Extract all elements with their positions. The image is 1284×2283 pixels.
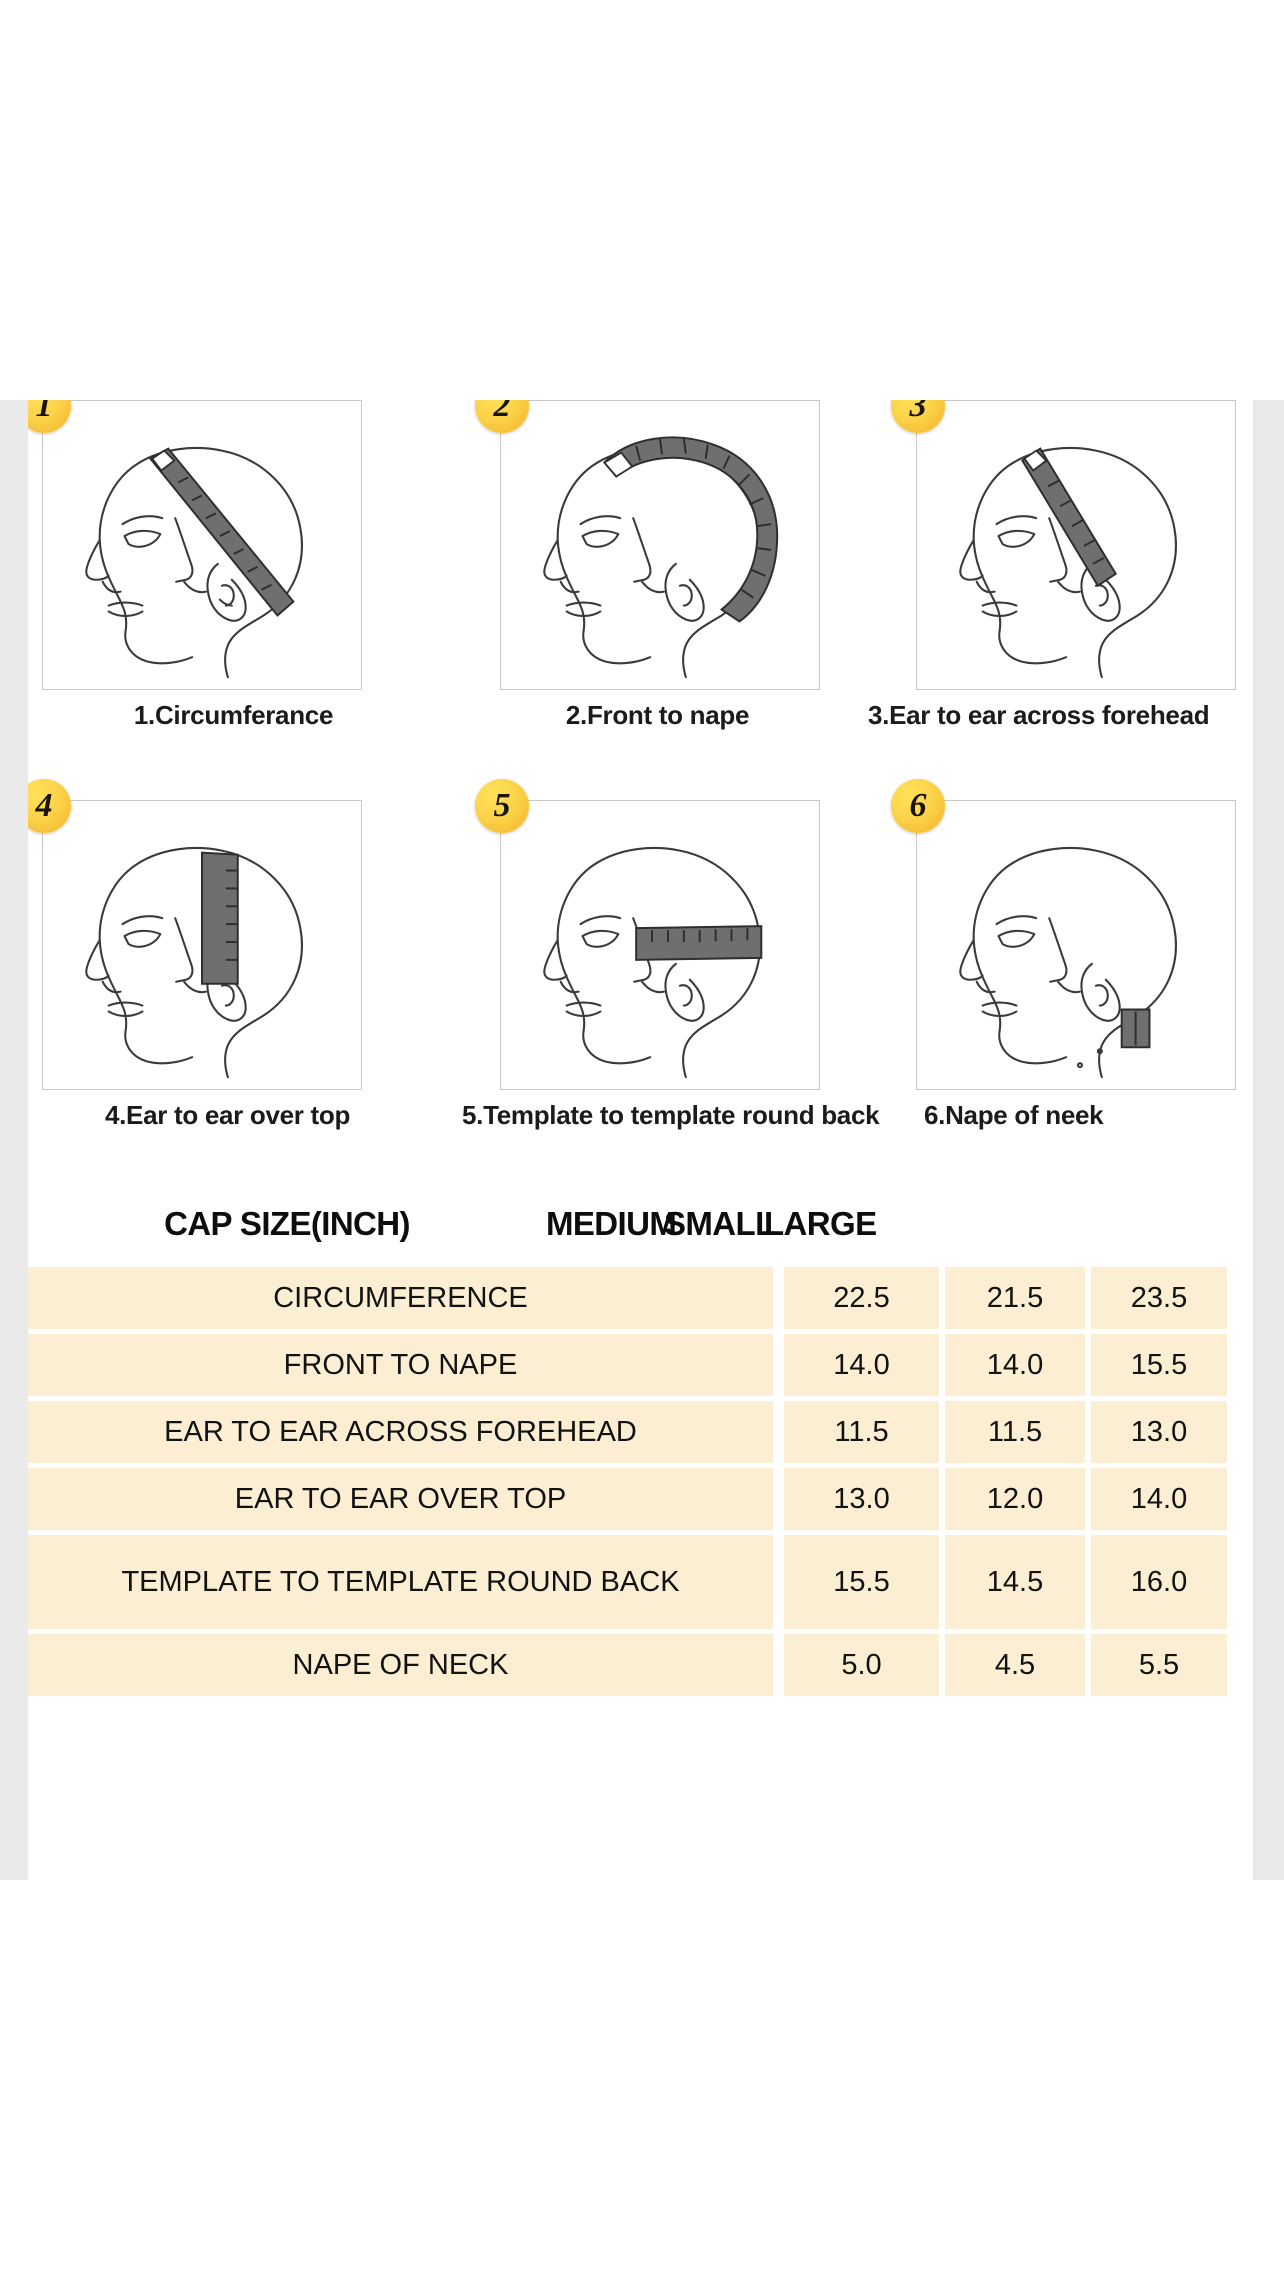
- table-body: CIRCUMFERENCE 22.5 21.5 23.5 FRONT TO NA…: [28, 1267, 1253, 1696]
- table-row: FRONT TO NAPE 14.0 14.0 15.5: [28, 1334, 1253, 1396]
- diagram-badge-5: 5: [475, 779, 529, 833]
- row-small: 12.0: [945, 1468, 1085, 1530]
- table-header-medium: MEDIUM: [546, 1205, 677, 1242]
- row-label: CIRCUMFERENCE: [28, 1267, 773, 1329]
- head-profile-template-round-back-icon: 5: [475, 779, 820, 1090]
- row-label: NAPE OF NECK: [28, 1634, 773, 1696]
- row-large: 15.5: [1091, 1334, 1227, 1396]
- row-small: 14.5: [945, 1535, 1085, 1629]
- row-medium: 5.0: [784, 1634, 939, 1696]
- measurement-guide-card: 1: [28, 400, 1253, 1880]
- diagram-cell-3: 3: [868, 400, 1253, 730]
- measurement-diagram-grid: 1: [28, 400, 1253, 1200]
- diagram-cell-4: 4: [28, 779, 431, 1130]
- diagram-caption-1: 1.Circumferance: [133, 700, 334, 730]
- diagram-badge-6: 6: [891, 779, 945, 833]
- diagram-caption-6: 6.Nape of neek: [924, 1100, 1104, 1130]
- row-medium: 14.0: [784, 1334, 939, 1396]
- row-label: EAR TO EAR OVER TOP: [28, 1468, 773, 1530]
- diagram-cell-2: 2: [460, 400, 855, 730]
- row-small: 21.5: [945, 1267, 1085, 1329]
- row-small: 11.5: [945, 1401, 1085, 1463]
- diagram-badge-4: 4: [28, 779, 71, 833]
- row-label: FRONT TO NAPE: [28, 1334, 773, 1396]
- diagram-caption-4: 4.Ear to ear over top: [104, 1100, 351, 1130]
- row-large: 16.0: [1091, 1535, 1227, 1629]
- head-profile-ear-to-ear-forehead-icon: 3: [891, 400, 1236, 690]
- table-row: TEMPLATE TO TEMPLATE ROUND BACK 15.5 14.…: [28, 1535, 1253, 1629]
- diagram-caption-3: 3.Ear to ear across forehead: [868, 700, 1210, 730]
- head-profile-circumference-icon: 1: [28, 400, 362, 690]
- row-medium: 22.5: [784, 1267, 939, 1329]
- row-large: 5.5: [1091, 1634, 1227, 1696]
- row-small: 4.5: [945, 1634, 1085, 1696]
- row-large: 23.5: [1091, 1267, 1227, 1329]
- row-small: 14.0: [945, 1334, 1085, 1396]
- diagram-cell-5: 5: [460, 779, 880, 1130]
- head-profile-front-to-nape-icon: 2: [475, 400, 820, 690]
- diagram-row-1: 1: [28, 400, 1253, 800]
- table-header-cap-size: CAP SIZE(INCH): [164, 1205, 410, 1242]
- cap-size-table: CAP SIZE(INCH) MEDIUM SMALL LARGE CIRCUM…: [28, 1205, 1253, 1701]
- diagram-cell-1: 1: [28, 400, 431, 730]
- table-header-small: SMALL: [664, 1205, 775, 1242]
- table-header-large: LARGE: [764, 1205, 877, 1242]
- row-label: TEMPLATE TO TEMPLATE ROUND BACK: [28, 1535, 773, 1629]
- row-medium: 13.0: [784, 1468, 939, 1530]
- row-large: 14.0: [1091, 1468, 1227, 1530]
- row-large: 13.0: [1091, 1401, 1227, 1463]
- row-label: EAR TO EAR ACROSS FOREHEAD: [28, 1401, 773, 1463]
- table-row: EAR TO EAR OVER TOP 13.0 12.0 14.0: [28, 1468, 1253, 1530]
- diagram-cell-6: 6: [884, 779, 1253, 1130]
- diagram-row-2: 4: [28, 779, 1253, 1200]
- row-medium: 11.5: [784, 1401, 939, 1463]
- head-profile-nape-of-neck-icon: 6: [891, 779, 1236, 1090]
- head-profile-ear-to-ear-over-top-icon: 4: [28, 779, 362, 1090]
- row-medium: 15.5: [784, 1535, 939, 1629]
- table-row: EAR TO EAR ACROSS FOREHEAD 11.5 11.5 13.…: [28, 1401, 1253, 1463]
- table-header-row: CAP SIZE(INCH) MEDIUM SMALL LARGE: [28, 1205, 1253, 1267]
- diagram-caption-5: 5.Template to template round back: [462, 1100, 880, 1130]
- diagram-caption-2: 2.Front to nape: [565, 700, 750, 730]
- table-row: CIRCUMFERENCE 22.5 21.5 23.5: [28, 1267, 1253, 1329]
- table-row: NAPE OF NECK 5.0 4.5 5.5: [28, 1634, 1253, 1696]
